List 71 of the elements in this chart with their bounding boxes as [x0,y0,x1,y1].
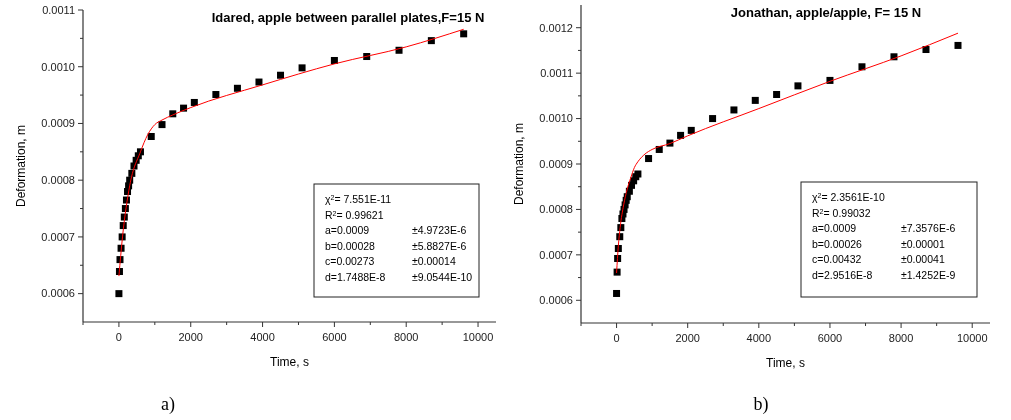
x-tick-label: 10000 [956,332,988,344]
x-tick-label: 8000 [393,331,419,343]
point [115,290,123,298]
y-tick-label: 0.0007 [539,248,573,261]
x-tick-label: 6000 [322,331,347,343]
annotation: d=2.9516E-8 [812,268,873,281]
annotation: χ$^{2}$= 2.3561E-10 [812,191,885,203]
annotation: R$^{2}$= 0.99621 [325,208,384,221]
annotation: ±0.00001 [901,237,945,250]
point [277,71,285,79]
point [613,289,621,297]
annotation: ±0.00041 [901,253,945,265]
point [954,41,962,49]
point [460,30,468,38]
annotation: b=0.00026 [812,237,863,250]
point [212,91,220,99]
x-tick-label: 10000 [462,331,494,343]
x-tick-label: 2000 [178,331,203,343]
x-tick-label: 6000 [817,332,843,344]
chart-title: Jonathan, apple/apple, F= 15 N [730,5,922,20]
point [730,106,738,114]
annotation: χ$^{2}$= 7.551E-11 [325,193,392,205]
y-tick-label: 0.0008 [41,174,75,187]
point [613,268,621,276]
x-tick-label: 4000 [250,331,275,343]
point [645,155,653,163]
point [298,64,306,72]
point [773,90,781,98]
annotation: c=0.00432 [812,253,862,265]
text: a) [161,394,175,415]
annotation: R$^{2}$= 0.99032 [812,206,871,219]
x-axis-title: Time, s [766,356,805,370]
annotation: ±0.00014 [412,255,456,267]
y-tick-label: 0.0006 [539,294,573,307]
y-tick-label: 0.0009 [539,157,573,170]
annotation: ±7.3576E-6 [901,222,956,234]
y-tick-label: 0.0010 [539,112,573,125]
annotation: b=0.00028 [325,239,376,252]
annotation: c=0.00273 [325,255,375,267]
point [687,126,695,134]
y-tick-label: 0.0007 [41,230,75,243]
y-axis-title: Deformation, m [512,122,526,206]
x-tick-label: 8000 [888,332,914,344]
x-tick-label: 2000 [675,332,700,344]
point [147,133,155,140]
text: b) [753,394,769,415]
annotation: a=0.0009 [812,222,857,234]
y-tick-label: 0.0009 [41,117,75,130]
point [751,96,759,104]
annotation: d=1.7488E-8 [325,270,386,283]
y-tick-label: 0.0008 [539,203,573,216]
annotation: ±5.8827E-6 [412,239,467,252]
point [794,82,802,90]
chart-title: Idared, apple between parallel plates,F=15 N [211,10,485,25]
x-tick-label: 0 [613,332,620,344]
point [158,121,166,129]
x-axis-title: Time, s [270,355,309,369]
x-tick-label: 4000 [746,332,772,344]
point [709,115,717,123]
y-axis-title: Deformation, m [14,124,28,208]
annotation: a=0.0009 [325,224,370,236]
annotation: ±4.9723E-6 [412,224,467,236]
y-tick-label: 0.0011 [540,66,573,79]
annotation: ±9.0544E-10 [412,270,473,283]
annotation: ±1.4252E-9 [901,268,956,281]
y-tick-label: 0.0011 [42,3,75,16]
y-tick-label: 0.0012 [539,21,573,34]
y-tick-label: 0.0010 [41,60,75,73]
y-tick-label: 0.0006 [41,287,75,300]
point [233,84,241,92]
x-tick-label: 0 [115,331,122,343]
